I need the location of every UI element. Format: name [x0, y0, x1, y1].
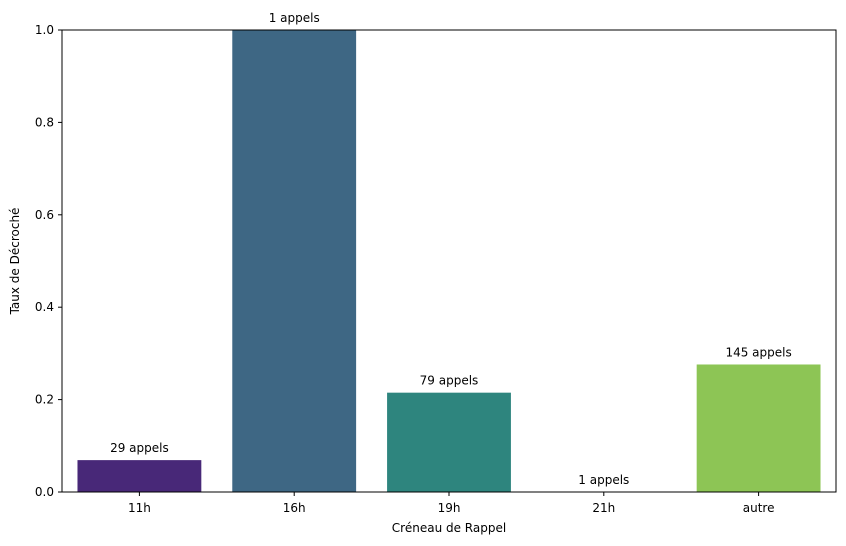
- x-tick-label: 11h: [128, 501, 151, 515]
- x-tick-label: 21h: [592, 501, 615, 515]
- y-tick-label: 0.4: [35, 300, 54, 314]
- bar-value-labels: 29 appels 1 appels 79 appels 1 appels 145 ap…: [110, 11, 792, 487]
- y-tick-label: 0.0: [35, 485, 54, 499]
- y-axis-ticks: 0.0 0.2 0.4 0.6 0.8 1.0: [35, 23, 62, 499]
- bars: [77, 30, 821, 492]
- bar-16h: [232, 30, 357, 492]
- plot-frame: [61, 29, 837, 493]
- y-tick-label: 1.0: [35, 23, 54, 37]
- bar-value-label: 1 appels: [269, 11, 320, 25]
- x-tick-label: 19h: [438, 501, 461, 515]
- y-tick-label: 0.6: [35, 208, 54, 222]
- x-tick-label: 16h: [283, 501, 306, 515]
- bar-19h: [387, 392, 511, 492]
- bar-11h: [77, 460, 202, 492]
- bar-value-label: 79 appels: [420, 374, 479, 388]
- bar-value-label: 29 appels: [110, 441, 169, 455]
- x-axis-ticks: 11h 16h 19h 21h autre: [128, 492, 774, 515]
- y-tick-label: 0.8: [35, 115, 54, 129]
- bar-value-label: 145 appels: [725, 345, 791, 359]
- bar-autre: [696, 364, 821, 492]
- x-tick-label: autre: [743, 501, 775, 515]
- y-tick-label: 0.2: [35, 393, 54, 407]
- bar-value-label: 1 appels: [578, 473, 629, 487]
- y-axis-label: Taux de Décroché: [8, 208, 22, 316]
- x-axis-label: Créneau de Rappel: [392, 521, 506, 535]
